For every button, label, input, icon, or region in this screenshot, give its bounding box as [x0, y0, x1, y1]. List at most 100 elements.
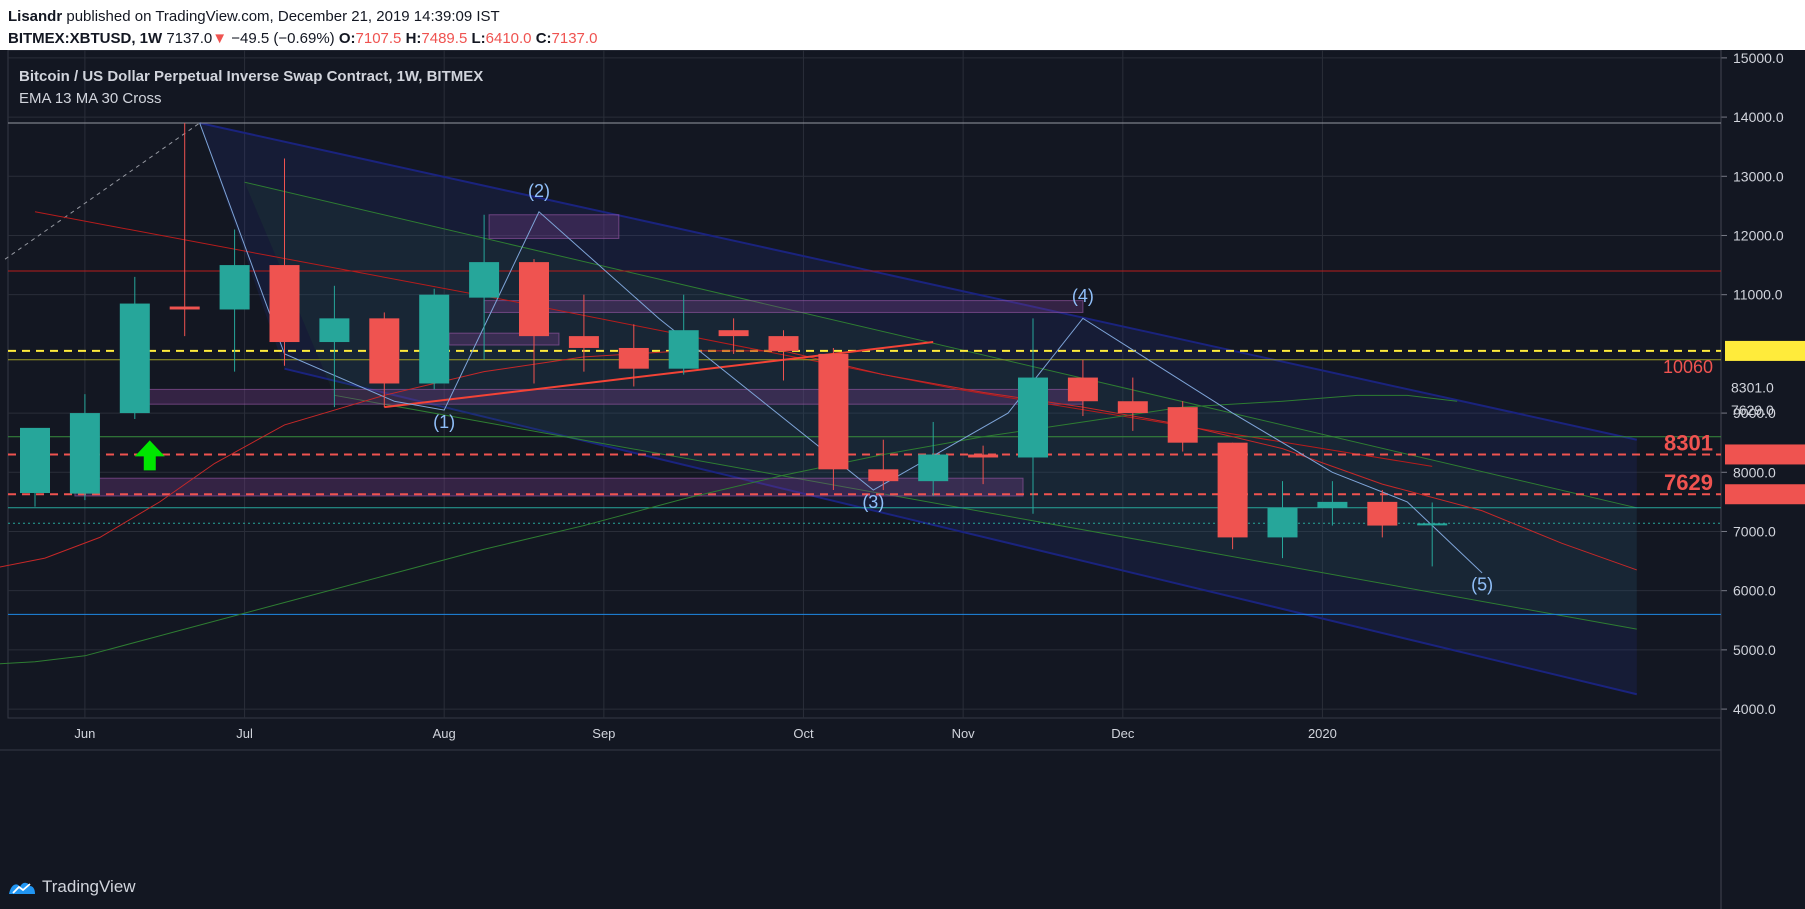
x-tick-label: Nov: [952, 726, 976, 741]
candle: [1217, 442, 1248, 550]
candle: [1417, 502, 1448, 567]
candle-body: [618, 347, 649, 369]
open-value: 7107.5: [355, 30, 402, 47]
candle-body: [1167, 407, 1198, 443]
level-label: 8301: [1664, 430, 1713, 455]
candle: [519, 259, 549, 384]
x-tick-label: Aug: [433, 726, 456, 741]
candle-body: [69, 413, 100, 494]
candle: [1117, 377, 1148, 431]
published-text: published on TradingView.com, December 2…: [66, 8, 500, 25]
candle: [319, 285, 350, 408]
publish-line: Lisandr published on TradingView.com, De…: [8, 8, 500, 25]
tradingview-logo-icon: [9, 882, 35, 894]
candle-body: [519, 262, 549, 337]
axis-tag-label: 8301.0: [1731, 379, 1774, 395]
level-tag: [1725, 340, 1805, 361]
supply-zone: [144, 388, 1084, 405]
candle-body: [1417, 523, 1448, 526]
candle-body: [1317, 501, 1348, 508]
candle-body: [319, 318, 350, 343]
candle: [1317, 481, 1348, 526]
y-tick-label: 12000.0: [1733, 227, 1784, 243]
candle-body: [1267, 507, 1298, 538]
wave-label: (2): [528, 181, 550, 201]
candle: [1367, 490, 1398, 538]
wave-label: (1): [433, 412, 455, 432]
green-channel-top: [244, 181, 1637, 509]
low-label: L:: [471, 30, 486, 47]
candle-body: [918, 454, 949, 482]
candle-body: [219, 265, 250, 310]
candle-body: [868, 469, 899, 482]
price-chart[interactable]: 15000.0 14000.0 13000.0 12000.0 11000.0 9000.…: [0, 50, 1805, 909]
quote-line: BITMEX:XBTUSD, 1W 7137.0▼ −49.5 (−0.69%)…: [8, 30, 597, 47]
y-tick-label: 13000.0: [1733, 168, 1784, 184]
y-tick-label: 11000.0: [1733, 287, 1783, 303]
down-arrow-icon: ▼: [212, 30, 228, 47]
blue-channel-top: [199, 122, 1638, 441]
candle: [868, 439, 899, 491]
candle-body: [1067, 377, 1098, 402]
candle: [69, 394, 100, 501]
candle-body: [768, 336, 799, 351]
elliott-wave-line: [199, 122, 1483, 574]
candle-body: [818, 353, 849, 470]
candle-body: [369, 318, 400, 384]
candle-body: [668, 330, 699, 369]
chart-header: Lisandr published on TradingView.com, De…: [0, 0, 1805, 50]
level-label: 7629: [1664, 470, 1713, 495]
y-tick-label: 9000.0: [1733, 405, 1776, 421]
chart-legend: Bitcoin / US Dollar Perpetual Inverse Sw…: [19, 66, 483, 110]
x-tick-label: Sep: [592, 726, 615, 741]
level-tag: [1725, 484, 1805, 505]
high-value: 7489.5: [421, 30, 468, 47]
candle: [918, 421, 949, 496]
candle-body: [20, 427, 50, 493]
candle-body: [1018, 377, 1048, 458]
y-tick-label: 6000.0: [1733, 583, 1776, 599]
candle-body: [269, 265, 300, 343]
candle-body: [1117, 401, 1148, 414]
candle: [1267, 481, 1298, 559]
candle: [1167, 401, 1198, 452]
candle: [718, 318, 749, 354]
candle: [169, 123, 200, 337]
x-tick-label: Dec: [1111, 726, 1135, 741]
low-value: 6410.0: [485, 30, 532, 47]
trend-dashed-line: [4, 122, 200, 260]
candle-body: [119, 303, 150, 414]
level-label: 10060: [1663, 357, 1713, 377]
open-label: O:: [338, 30, 356, 47]
support-trendline: [384, 341, 934, 409]
blue-channel: [199, 123, 1637, 695]
y-tick-label: 14000.0: [1733, 109, 1784, 125]
brand-name: TradingView: [42, 877, 136, 896]
candle: [768, 330, 799, 381]
candle-body: [568, 336, 599, 348]
legend-indicator[interactable]: EMA 13 MA 30 Cross: [19, 90, 162, 107]
x-tick-label: 2020: [1308, 726, 1337, 741]
chart-area[interactable]: 15000.0 14000.0 13000.0 12000.0 11000.0 9000.…: [0, 50, 1805, 909]
candle-body: [968, 454, 999, 458]
close-value: 7137.0: [551, 30, 598, 47]
author-name[interactable]: Lisandr: [8, 8, 63, 25]
candle: [618, 324, 649, 387]
wave-label: (4): [1072, 286, 1094, 306]
axis-tag-label: 7629.0: [1731, 402, 1774, 418]
candle-body: [419, 294, 450, 384]
candle: [119, 276, 150, 419]
candle: [20, 427, 50, 507]
wave-label: (5): [1471, 575, 1493, 595]
high-label: H:: [405, 30, 422, 47]
candle: [1018, 318, 1048, 514]
candle: [269, 158, 300, 366]
candle-body: [718, 330, 749, 337]
candle: [419, 288, 450, 390]
candle: [219, 229, 250, 372]
candle: [568, 294, 599, 372]
candle: [1067, 359, 1098, 417]
green-up-arrow-icon: [134, 440, 165, 471]
y-tick-label: 5000.0: [1733, 642, 1776, 658]
candle: [369, 312, 400, 408]
